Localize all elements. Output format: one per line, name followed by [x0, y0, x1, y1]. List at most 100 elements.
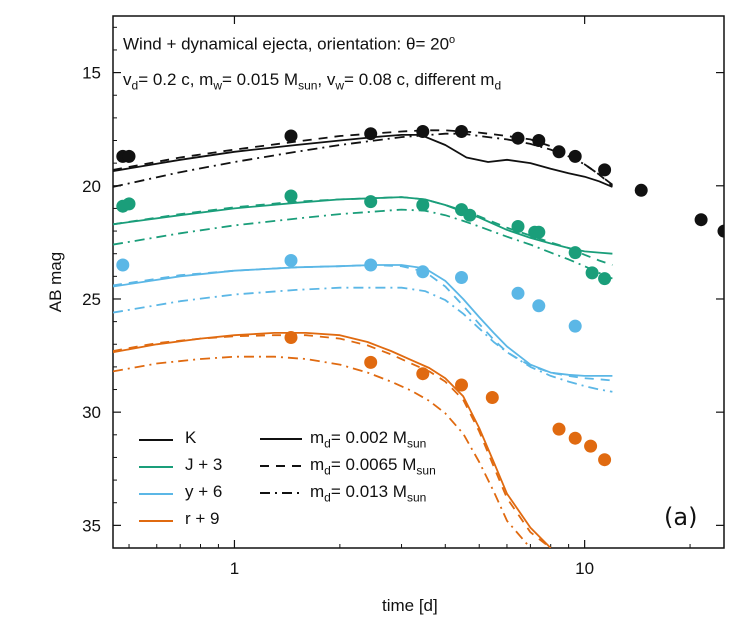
y-tick-label: 35: [82, 516, 101, 535]
observed-point: [284, 129, 298, 143]
model-curve-dashed: [113, 264, 613, 382]
observed-point: [568, 431, 582, 445]
observed-points: [116, 125, 724, 467]
ls0-b: d: [324, 436, 331, 451]
observed-point: [598, 453, 612, 467]
ls0-c: = 0.002 M: [330, 428, 407, 447]
model-curve-solid: [113, 332, 552, 548]
ann2-p0: v: [123, 70, 132, 89]
ls1-a: m: [310, 455, 325, 474]
x-tick-label: 10: [575, 559, 594, 578]
ls2-b: d: [324, 490, 331, 505]
observed-point: [568, 319, 582, 333]
x-axis-title: time [d]: [382, 596, 438, 615]
ann2-p3: w: [213, 78, 222, 93]
legend-swatch-y: [139, 493, 173, 495]
model-curve-solid: [113, 134, 613, 188]
ann2-p7: w: [335, 78, 345, 93]
model-curve-solid: [113, 196, 613, 255]
ann2-p6: , v: [317, 70, 336, 89]
ls1-d: sun: [416, 463, 436, 478]
annotation-line-1-text: Wind + dynamical ejecta, orientation: θ=…: [123, 34, 450, 54]
model-curve-dashdot: [113, 286, 613, 393]
ls1-b: d: [324, 463, 331, 478]
observed-point: [364, 127, 378, 141]
legend-label-j: J + 3: [185, 455, 223, 474]
observed-point: [552, 145, 566, 159]
legend-label-r: r + 9: [185, 509, 220, 528]
annotation-line-1: Wind + dynamical ejecta, orientation: θ=…: [123, 34, 455, 55]
observed-point: [284, 189, 298, 203]
axis-ticks: 15 20 25 30 35 1 10: [82, 16, 724, 578]
model-curve-dashdot: [113, 355, 532, 548]
observed-point: [416, 125, 430, 138]
annotation-line-2: vd= 0.2 c, mw= 0.015 Msun, vw= 0.08 c, d…: [123, 70, 501, 92]
model-curve-solid: [113, 264, 613, 377]
legend-style-label-1: md= 0.0065 Msun: [310, 455, 436, 477]
observed-point: [455, 378, 468, 392]
observed-point: [585, 266, 599, 280]
legend-style-label-2: md= 0.013 Msun: [310, 482, 426, 504]
y-tick-label: 25: [82, 290, 101, 309]
observed-point: [364, 355, 378, 369]
observed-point: [284, 254, 298, 267]
ls0-d: sun: [406, 436, 427, 451]
observed-point: [511, 286, 525, 300]
observed-point: [284, 331, 298, 344]
legend-label-k: K: [185, 428, 197, 447]
y-tick-label: 20: [82, 177, 101, 196]
observed-point: [568, 149, 582, 163]
observed-point: [455, 271, 468, 284]
legend-style-label-0: md= 0.002 Msun: [310, 428, 426, 450]
ann2-p2: = 0.2 c, m: [138, 70, 214, 89]
model-curve-dashed: [113, 334, 552, 548]
observed-point: [717, 224, 724, 238]
ann2-p4: = 0.015 M: [221, 70, 299, 89]
ls2-c: = 0.013 M: [330, 482, 407, 501]
observed-point: [552, 422, 566, 436]
ls0-a: m: [310, 428, 325, 447]
observed-point: [532, 225, 546, 239]
legend-swatch-r: [139, 520, 173, 522]
legend-swatch-k: [139, 439, 173, 441]
ann2-p5: sun: [298, 78, 318, 93]
observed-point: [455, 125, 468, 138]
observed-point: [694, 213, 708, 227]
y-axis-title: AB mag: [46, 251, 65, 313]
observed-point: [122, 197, 136, 211]
y-tick-label: 15: [82, 64, 101, 83]
panel-label: (a): [664, 503, 698, 531]
observed-point: [485, 391, 499, 404]
ls2-a: m: [310, 482, 325, 501]
annotation-line-1-sup: o: [449, 34, 456, 46]
observed-point: [116, 258, 130, 272]
observed-point: [416, 265, 430, 279]
ann2-p9: d: [494, 78, 502, 93]
x-tick-label: 1: [230, 559, 239, 578]
observed-point: [416, 198, 430, 212]
observed-point: [511, 220, 525, 233]
observed-point: [532, 299, 546, 313]
observed-point: [122, 149, 136, 163]
observed-point: [568, 246, 582, 260]
observed-point: [598, 272, 612, 286]
y-tick-label: 30: [82, 403, 101, 422]
ann2-p8: = 0.08 c, different m: [344, 70, 495, 89]
observed-point: [584, 439, 598, 453]
observed-point: [463, 208, 477, 222]
observed-point: [634, 183, 648, 197]
observed-point: [416, 367, 430, 381]
model-curve-dashdot: [113, 208, 613, 280]
observed-point: [511, 131, 525, 145]
observed-point: [532, 134, 546, 147]
ls2-d: sun: [406, 490, 427, 505]
observed-point: [364, 258, 378, 272]
legend-label-y: y + 6: [185, 482, 223, 501]
legend-swatch-j: [139, 466, 173, 468]
ls1-c: = 0.0065 M: [330, 455, 417, 474]
plot-frame: [112, 15, 725, 549]
legend-style-swatches: [260, 438, 302, 494]
observed-point: [598, 163, 612, 177]
ann2-p1: d: [131, 78, 139, 93]
